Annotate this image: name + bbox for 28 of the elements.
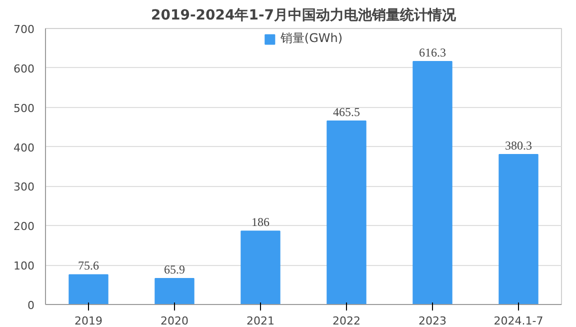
legend-label: 销量(GWh)	[280, 30, 343, 47]
y-tick-label: 100	[14, 260, 35, 273]
bar	[240, 230, 280, 304]
data-label: 465.5	[333, 104, 360, 119]
y-tick-label: 500	[14, 102, 35, 115]
y-tick-label: 400	[14, 141, 35, 154]
data-label: 75.6	[78, 258, 99, 273]
bar	[498, 154, 538, 304]
y-tick-label: 600	[14, 62, 35, 76]
bar	[68, 274, 108, 304]
data-label: 380.3	[505, 138, 532, 153]
data-label: 186	[252, 215, 270, 230]
y-tick-label: 300	[14, 180, 35, 194]
x-tick-label: 2024.1-7	[494, 314, 544, 327]
data-label: 616.3	[419, 46, 446, 60]
chart-title: 2019-2024年1-7月中国动力电池销量统计情况	[150, 6, 458, 24]
y-tick-label: 200	[14, 220, 35, 234]
x-tick-label: 2021	[246, 314, 275, 327]
x-tick-label: 2019	[74, 314, 103, 327]
data-label: 65.9	[164, 262, 185, 277]
x-tick-label: 2022	[332, 314, 361, 327]
bar	[412, 61, 452, 304]
bar	[154, 278, 194, 304]
x-tick-label: 2020	[160, 314, 189, 327]
y-tick-label: 0	[28, 299, 34, 312]
y-tick-label: 700	[14, 23, 35, 36]
bar	[326, 120, 366, 304]
x-tick-label: 2023	[418, 314, 447, 327]
